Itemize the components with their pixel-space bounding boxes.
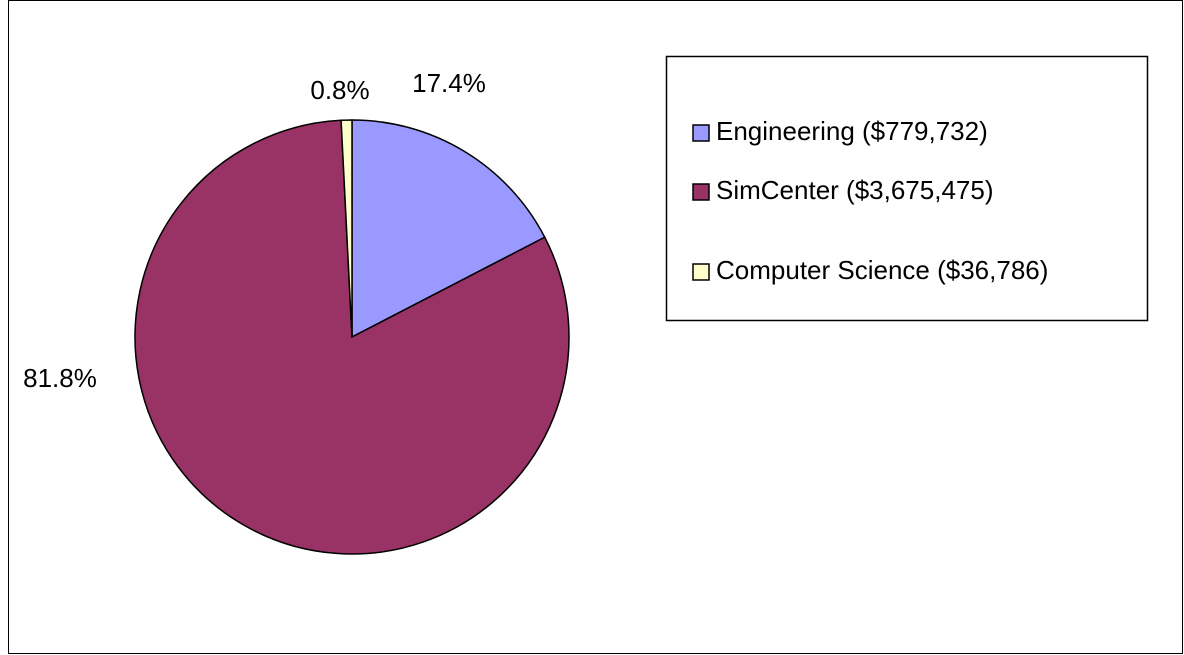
legend-swatch bbox=[692, 263, 710, 281]
pie-slice bbox=[340, 119, 353, 338]
data-label: 81.8% bbox=[23, 363, 97, 393]
pie-slice bbox=[351, 119, 546, 339]
legend-swatch bbox=[692, 183, 710, 201]
legend-label: Computer Science ($36,786) bbox=[716, 255, 1048, 285]
legend-box bbox=[665, 55, 1149, 322]
pie-slice bbox=[134, 119, 570, 555]
data-label: 0.8% bbox=[310, 75, 369, 105]
legend-label: Engineering ($779,732) bbox=[716, 116, 988, 146]
legend-label: SimCenter ($3,675,475) bbox=[716, 175, 993, 205]
data-label: 17.4% bbox=[412, 68, 486, 98]
legend-swatch bbox=[692, 124, 710, 142]
